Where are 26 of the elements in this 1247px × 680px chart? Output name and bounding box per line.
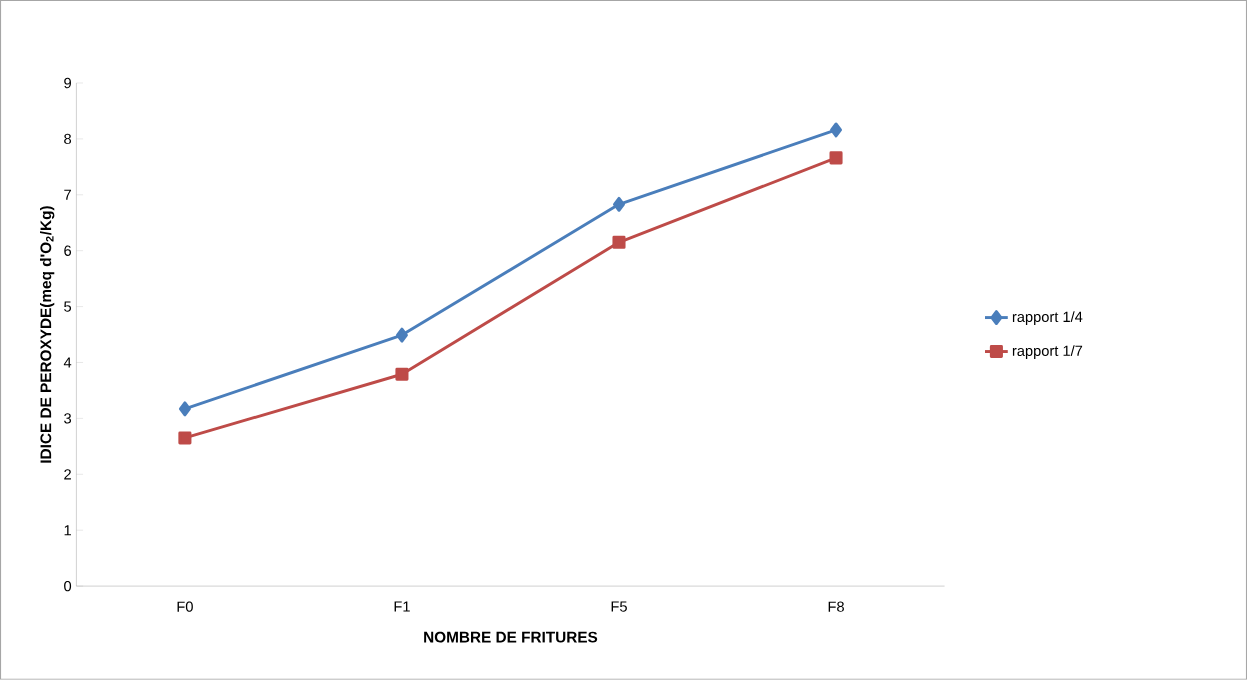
- y-tick-label: 6: [64, 245, 72, 256]
- y-tick-label: 7: [64, 189, 71, 200]
- point: [830, 122, 843, 138]
- y-tick-label: 3: [64, 413, 72, 424]
- x-axis-title: NOMBRE DE FRITURES: [424, 631, 598, 643]
- y-tick-label: 2: [64, 469, 71, 480]
- y-tick-label: 0: [64, 580, 72, 592]
- point: [612, 235, 626, 249]
- y-tick-label: 9: [64, 77, 71, 89]
- x-tick-label: F5: [611, 601, 627, 612]
- y-tick-label: 1: [64, 525, 71, 536]
- point: [613, 196, 625, 212]
- x-tick-label: F0: [177, 601, 193, 612]
- point: [829, 151, 843, 165]
- point: [178, 401, 191, 417]
- y-tick-label: 8: [64, 133, 72, 145]
- y-axis-title: IDICE DE PEROXYDE(meq d'O$_{2}$/Kg): [40, 206, 55, 463]
- point: [178, 431, 192, 445]
- x-tick-label: F8: [828, 601, 844, 612]
- y-tick-label: 5: [64, 301, 72, 312]
- y-tick-label: 4: [63, 357, 72, 368]
- x-tick-label: F1: [394, 601, 410, 612]
- point: [395, 367, 409, 381]
- point: [395, 327, 408, 343]
- legend-label: rapport 1/4: [1012, 311, 1083, 325]
- legend-label: rapport 1/7: [1012, 345, 1083, 359]
